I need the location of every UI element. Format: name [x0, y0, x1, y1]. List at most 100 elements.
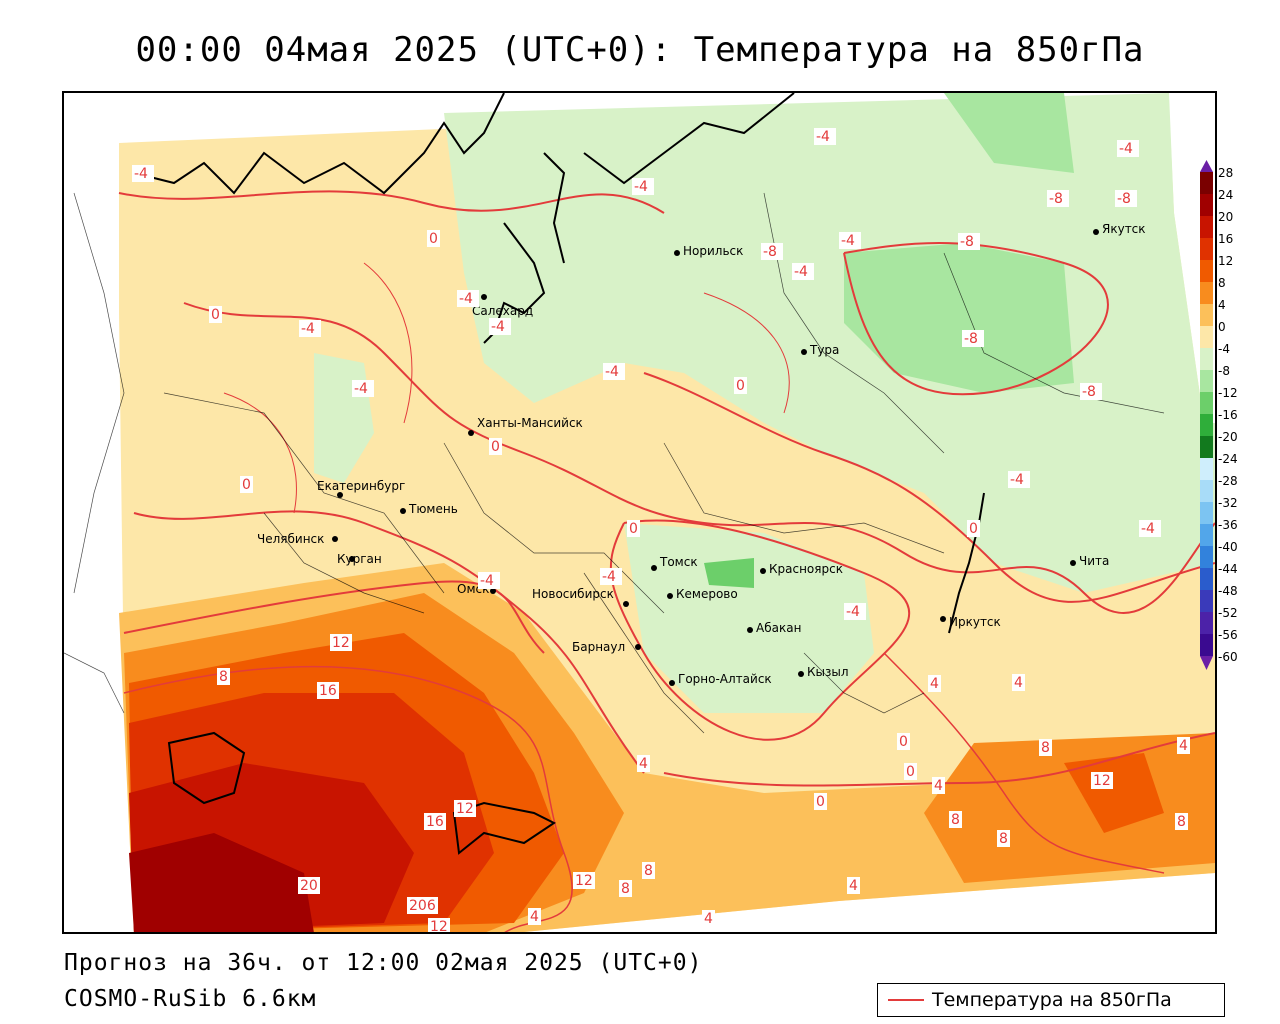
contour-label: 0: [899, 734, 908, 750]
contour-label-bg: [1039, 739, 1052, 756]
map-title: 00:00 04мая 2025 (UTC+0): Температура на…: [135, 30, 1145, 70]
contour-label-bg: [642, 862, 655, 879]
contour-label-bg: [600, 568, 622, 585]
contour-label: -8: [960, 234, 974, 250]
contour-label: 0: [906, 764, 915, 780]
contour-label: -8: [1049, 191, 1063, 207]
colorbar-bin: [1200, 282, 1213, 304]
region-borders: [64, 192, 1165, 734]
contour-label-bg: [428, 918, 450, 932]
city-kyzyl: Кызыл: [798, 665, 849, 679]
city-yakutsk: Якутск: [1093, 222, 1146, 236]
colorbar-bin: [1200, 502, 1213, 524]
svg-text:Кемерово: Кемерово: [676, 587, 738, 601]
contour-label-bg: [1091, 772, 1113, 789]
contour-label: -8: [1082, 384, 1096, 400]
colorbar-bottom-arrow: [1200, 656, 1213, 670]
contour-label-bg: [489, 318, 511, 335]
colorbar-bin: [1200, 480, 1213, 502]
colorbar-tick-label: 8: [1218, 276, 1226, 290]
contour-lines: [118, 190, 1215, 932]
contour-label-bg: [1115, 190, 1137, 207]
svg-text:Иркутск: Иркутск: [949, 615, 1001, 629]
city-kurgan: Курган: [337, 552, 382, 566]
model-name: COSMO-RuSib 6.6км: [64, 986, 317, 1012]
contour-label: 20: [300, 878, 318, 894]
colorbar-bin: [1200, 414, 1213, 436]
legend-label: Температура на 850гПа: [932, 989, 1172, 1011]
contour-label-bg: [632, 178, 654, 195]
colorbar-bin: [1200, 634, 1213, 656]
city-gorno-altaysk: Горно-Алтайск: [669, 672, 772, 686]
contour-label: -4: [794, 264, 808, 280]
colorbar-bin: [1200, 172, 1213, 194]
contour-label-bg: [627, 520, 640, 537]
colorbar: 28 24 20 16 12 8 4 0 -4 -8 -12 -16 -20 -24 -28 -32 -36 -4…: [1200, 160, 1270, 692]
contour-label-bg: [528, 908, 541, 925]
contour-label-bg: [209, 306, 222, 323]
colorbar-tick-label: -4: [1218, 342, 1230, 356]
legend-line-swatch: [888, 999, 924, 1001]
contour-label: 4: [849, 878, 858, 894]
contour-label-bg: [958, 233, 980, 250]
contour-label-bg: [814, 128, 836, 145]
contour-label: 16: [426, 814, 444, 830]
colorbar-tick-label: -20: [1218, 430, 1238, 444]
contour-label: -4: [354, 381, 368, 397]
contour-label: 4: [934, 778, 943, 794]
contour-label: -4: [134, 166, 148, 182]
contour-label-bg: [814, 793, 827, 810]
contour-label: 0: [629, 521, 638, 537]
contour-label: -4: [846, 604, 860, 620]
contour-label: 8: [219, 669, 228, 685]
contour-label: 12: [1093, 773, 1111, 789]
colorbar-bin: [1200, 590, 1213, 612]
contour-label: 0: [242, 477, 251, 493]
city-tomsk: Томск: [651, 555, 698, 571]
colorbar-bin: [1200, 194, 1213, 216]
contour-label: -8: [1117, 191, 1131, 207]
contour-label-bg: [299, 320, 321, 337]
contour-label: 8: [621, 881, 630, 897]
map-canvas: Якутск Норильск Салехард Тура Ханты-Манс…: [64, 93, 1215, 932]
svg-text:Горно-Алтайск: Горно-Алтайск: [678, 672, 772, 686]
contour-label: 0: [429, 231, 438, 247]
contour-label-bg: [928, 675, 941, 692]
contour-label: 0: [816, 794, 825, 810]
colorbar-tick-label: -60: [1218, 650, 1238, 664]
colorbar-tick-label: 4: [1218, 298, 1226, 312]
colorbar-bin: [1200, 326, 1213, 348]
temperature-field: [119, 93, 1215, 932]
contour-label: 206: [409, 898, 436, 914]
city-novosibirsk: Новосибирск: [532, 587, 629, 607]
contour-label-bg: [702, 910, 715, 927]
contour-label-bg: [637, 755, 650, 772]
temperature-map[interactable]: Якутск Норильск Салехард Тура Ханты-Манс…: [62, 91, 1217, 934]
contour-label: 4: [530, 909, 539, 925]
contour-label-bg: [427, 230, 440, 247]
svg-text:Барнаул: Барнаул: [572, 640, 625, 654]
contour-label: -4: [459, 291, 473, 307]
colorbar-bin: [1200, 568, 1213, 590]
contour-label-bg: [844, 603, 866, 620]
svg-text:Томск: Томск: [659, 555, 698, 569]
colorbar-tick-label: -16: [1218, 408, 1238, 422]
colorbar-tick-label: -40: [1218, 540, 1238, 554]
colorbar-tick-label: -52: [1218, 606, 1238, 620]
contour-label: 12: [575, 873, 593, 889]
colorbar-tick-label: -32: [1218, 496, 1238, 510]
colorbar-bin: [1200, 370, 1213, 392]
contour-label: 8: [1177, 814, 1186, 830]
colorbar-bin: [1200, 216, 1213, 238]
svg-text:Абакан: Абакан: [756, 621, 801, 635]
contour-label-bg: [132, 165, 154, 182]
city-khanty-mansiysk: Ханты-Мансийск: [468, 416, 583, 436]
colorbar-bin: [1200, 524, 1213, 546]
contour-label-bg: [904, 763, 917, 780]
colorbar-tick-label: -48: [1218, 584, 1238, 598]
contour-label: 8: [999, 831, 1008, 847]
colorbar-bin: [1200, 260, 1213, 282]
contour-label-bg: [847, 877, 860, 894]
contour-label-bg: [1139, 520, 1161, 537]
map-legend: Температура на 850гПа: [877, 983, 1225, 1017]
